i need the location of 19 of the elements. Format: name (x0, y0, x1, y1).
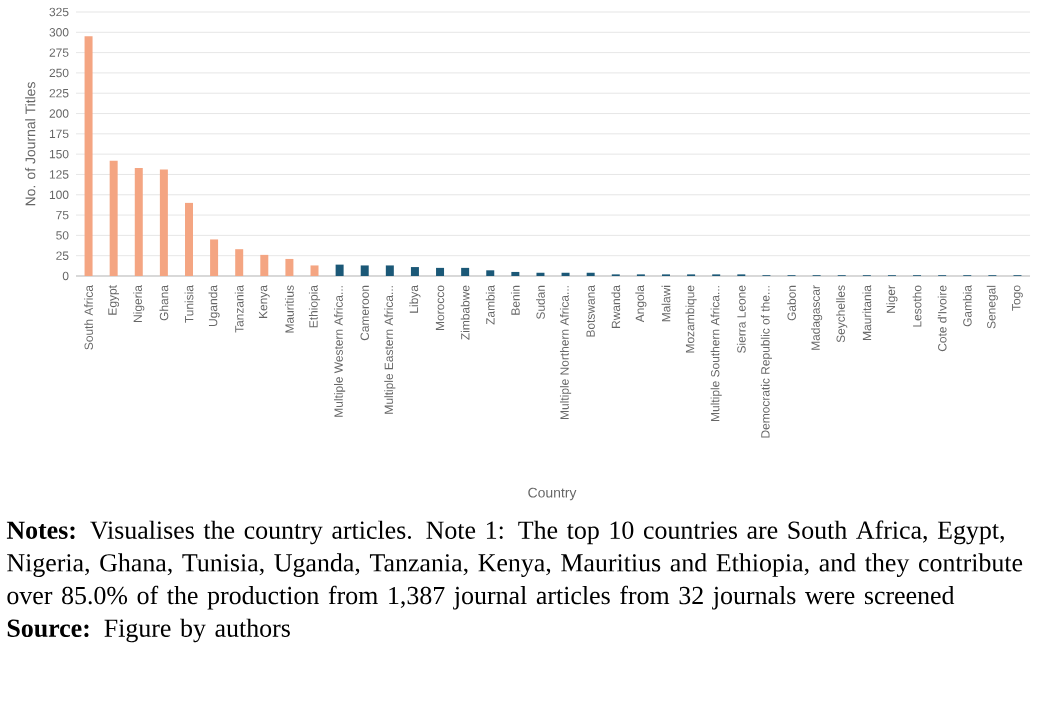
text: Source: Figure by authors (7, 618, 290, 643)
bar (335, 264, 344, 276)
bar (109, 160, 118, 276)
bar (486, 270, 495, 276)
bar (285, 258, 294, 276)
bar (410, 267, 419, 276)
bar (159, 169, 168, 276)
bar (235, 249, 244, 276)
bar (260, 254, 269, 276)
bar (385, 265, 394, 276)
bar (210, 239, 219, 276)
bar (134, 167, 143, 276)
bar (360, 265, 369, 276)
bar (310, 265, 319, 276)
bar (184, 202, 193, 276)
bar (461, 267, 470, 276)
text: Notes: Visualises the country articles. Note 1: The top 10 countries are South Africa, Egypt, Nigeria, Ghana, Tunisia, Uganda, Tanzania, Kenya, Mauritius and Ethiopia, and they contribute over 85.0% of the production from 1,387 journal articles from 32 journals were screened (6, 520, 1023, 610)
bar (436, 267, 445, 276)
bar (84, 36, 93, 276)
